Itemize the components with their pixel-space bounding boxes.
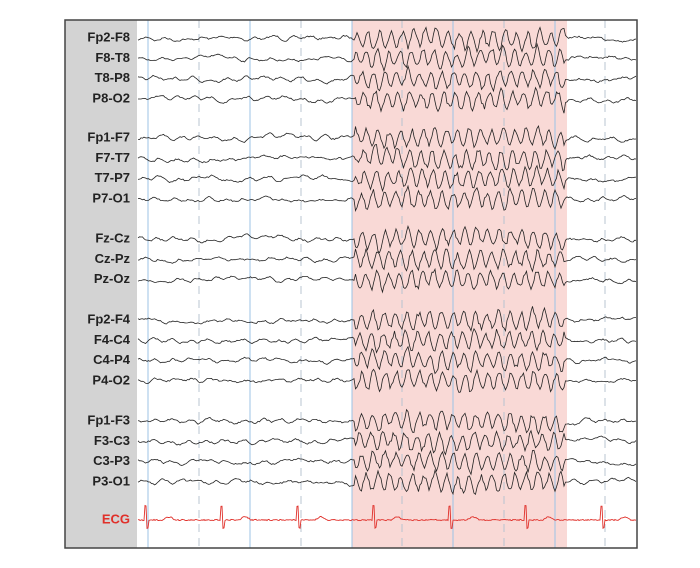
traces (137, 26, 637, 530)
eeg-trace (137, 345, 637, 375)
eeg-trace (137, 327, 637, 354)
eeg-trace (137, 164, 637, 193)
ecg-trace (137, 504, 637, 530)
eeg-trace (138, 86, 637, 114)
eeg-trace (137, 225, 636, 254)
channel-label: T8-P8 (95, 70, 130, 85)
eeg-trace (137, 143, 637, 172)
eeg-trace (137, 124, 637, 150)
channel-label: P4-O2 (92, 373, 130, 388)
channel-label: F7-T7 (95, 150, 130, 165)
ecg-label: ECG (102, 511, 130, 526)
channel-label: P7-O1 (92, 191, 130, 206)
channel-label: F4-C4 (94, 332, 131, 347)
panel-border (64, 19, 638, 549)
eeg-trace (137, 64, 637, 93)
eeg-trace (137, 468, 637, 496)
time-grid (147, 20, 606, 548)
channel-label: Fz-Cz (95, 230, 130, 245)
eeg-trace (137, 449, 637, 476)
eeg-trace (137, 306, 636, 332)
channel-label: C4-P4 (93, 352, 131, 367)
eeg-trace (137, 26, 637, 54)
channel-label: Pz-Oz (94, 271, 131, 286)
eeg-trace (137, 248, 637, 273)
channel-label: C3-P3 (93, 453, 130, 468)
eeg-trace (137, 368, 637, 394)
channel-label: Cz-Pz (95, 251, 131, 266)
channel-label: F3-C3 (94, 433, 130, 448)
channel-label: Fp2-F8 (87, 29, 130, 44)
eeg-trace (137, 267, 637, 294)
channel-label: F8-T8 (95, 50, 130, 65)
channel-labels: Fp2-F8 F8-T8 T8-P8 P8-O2 Fp1-F7 F7-T7 T7-P7 P7-… (87, 29, 130, 526)
channel-label: Fp1-F3 (87, 412, 130, 427)
eeg-trace (137, 408, 637, 436)
label-column (65, 20, 137, 548)
channel-label: Fp2-F4 (87, 311, 130, 326)
eeg-trace (137, 184, 637, 212)
channel-label: T7-P7 (95, 170, 130, 185)
eeg-trace (137, 429, 637, 456)
channel-label: Fp1-F7 (87, 129, 130, 144)
channel-label: P8-O2 (92, 91, 130, 106)
channel-label: P3-O1 (92, 474, 130, 489)
eeg-trace (137, 42, 637, 73)
